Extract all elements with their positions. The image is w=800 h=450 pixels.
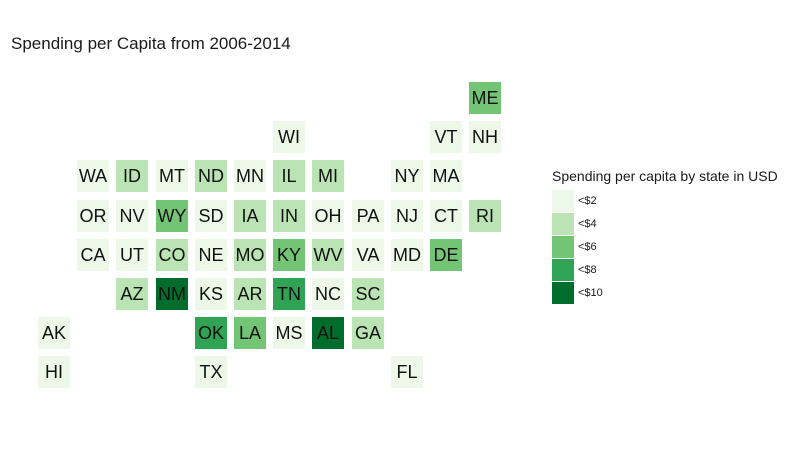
state-tile-grid: ME WI VT NH WA ID MT ND MN IL MI NY MA OR NV WY SD IA IN OH… <box>38 82 501 388</box>
map-title: Spending per Capita from 2006-2014 <box>11 34 291 53</box>
state-tile-co: CO <box>156 239 188 271</box>
state-tile-mt: MT <box>156 160 188 192</box>
state-tile-az: AZ <box>116 278 148 310</box>
state-tile-tx: TX <box>195 356 227 388</box>
state-tile-tn: TN <box>273 278 305 310</box>
legend-item: <$6 <box>552 235 778 258</box>
legend-title: Spending per capita by state in USD <box>552 168 778 184</box>
state-tile-va: VA <box>352 239 384 271</box>
state-tile-nj: NJ <box>391 200 423 232</box>
legend-swatch <box>552 212 574 235</box>
state-tile-pa: PA <box>352 200 384 232</box>
state-tile-la: LA <box>234 317 266 349</box>
legend-item: <$2 <box>552 189 778 212</box>
state-tile-ne: NE <box>195 239 227 271</box>
state-tile-nc: NC <box>312 278 344 310</box>
state-tile-ny: NY <box>391 160 423 192</box>
state-tile-id: ID <box>116 160 148 192</box>
state-tile-al: AL <box>312 317 344 349</box>
state-tile-wi: WI <box>273 121 305 153</box>
state-tile-mi: MI <box>312 160 344 192</box>
state-tile-sc: SC <box>352 278 384 310</box>
legend-swatch <box>552 281 574 304</box>
legend-item: <$8 <box>552 258 778 281</box>
legend-label: <$8 <box>578 263 597 276</box>
state-tile-ut: UT <box>116 239 148 271</box>
legend-label: <$6 <box>578 240 597 253</box>
legend-swatch <box>552 235 574 258</box>
state-tile-ca: CA <box>77 239 109 271</box>
state-tile-mn: MN <box>234 160 266 192</box>
state-tile-ms: MS <box>273 317 305 349</box>
state-tile-de: DE <box>430 239 462 271</box>
state-tile-oh: OH <box>312 200 344 232</box>
state-tile-vt: VT <box>430 121 462 153</box>
state-tile-nh: NH <box>469 121 501 153</box>
legend-label: <$4 <box>578 217 597 230</box>
legend-label: <$10 <box>578 286 603 299</box>
state-tile-ar: AR <box>234 278 266 310</box>
state-tile-hi: HI <box>38 356 70 388</box>
state-tile-nm: NM <box>156 278 188 310</box>
state-tile-mo: MO <box>234 239 266 271</box>
state-tile-ia: IA <box>234 200 266 232</box>
legend-swatch <box>552 258 574 281</box>
legend: Spending per capita by state in USD <$2 … <box>552 168 778 304</box>
state-tile-nv: NV <box>116 200 148 232</box>
state-tile-ga: GA <box>352 317 384 349</box>
state-tile-ma: MA <box>430 160 462 192</box>
state-tile-ok: OK <box>195 317 227 349</box>
state-tile-fl: FL <box>391 356 423 388</box>
legend-item: <$10 <box>552 281 778 304</box>
legend-swatch <box>552 189 574 212</box>
state-tile-wy: WY <box>156 200 188 232</box>
state-tile-me: ME <box>469 82 501 114</box>
state-tile-il: IL <box>273 160 305 192</box>
state-tile-ct: CT <box>430 200 462 232</box>
legend-label: <$2 <box>578 194 597 207</box>
state-tile-ri: RI <box>469 200 501 232</box>
state-tile-sd: SD <box>195 200 227 232</box>
state-tile-wa: WA <box>77 160 109 192</box>
state-tile-or: OR <box>77 200 109 232</box>
state-tile-ak: AK <box>38 317 70 349</box>
state-tile-nd: ND <box>195 160 227 192</box>
state-tile-wv: WV <box>312 239 344 271</box>
legend-item: <$4 <box>552 212 778 235</box>
state-tile-ky: KY <box>273 239 305 271</box>
state-tile-md: MD <box>391 239 423 271</box>
state-tile-in: IN <box>273 200 305 232</box>
state-tile-ks: KS <box>195 278 227 310</box>
